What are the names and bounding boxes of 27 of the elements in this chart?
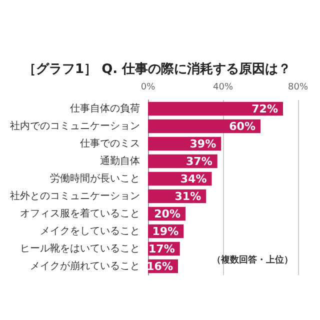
data-label: 31% bbox=[174, 190, 202, 203]
bar bbox=[148, 119, 260, 134]
data-label: 19% bbox=[152, 224, 179, 238]
y-tick-label: 社外とのコミュニケーション bbox=[10, 190, 140, 202]
data-label: 16% bbox=[146, 260, 173, 273]
y-tick-label: メイクをしていること bbox=[40, 226, 140, 237]
y-tick-label: 仕事でのミス bbox=[80, 137, 140, 150]
data-label: 60% bbox=[229, 120, 256, 133]
y-tick-label: ヒール靴をはいていること bbox=[20, 242, 140, 254]
y-tick-label: 通勤自体 bbox=[100, 154, 140, 167]
y-tick-label: 仕事自体の負荷 bbox=[70, 102, 140, 114]
data-label: 20% bbox=[154, 207, 180, 220]
data-label: 39% bbox=[190, 137, 216, 150]
bar bbox=[148, 102, 283, 116]
data-label: 17% bbox=[148, 242, 175, 256]
y-tick-label: 社内でのコミュニケーション bbox=[10, 120, 140, 132]
x-tick-label: 0% bbox=[140, 82, 156, 92]
data-label: 72% bbox=[252, 102, 278, 116]
data-label: 37% bbox=[186, 154, 212, 168]
data-label: 34% bbox=[180, 172, 207, 186]
x-tick-label: 80% bbox=[288, 82, 308, 92]
y-tick-label: 労働時間が長いこと bbox=[50, 172, 140, 184]
y-tick-label: オフィス服を着ていること bbox=[20, 207, 140, 220]
x-tick-label: 40% bbox=[212, 82, 234, 92]
y-tick-label: メイクが崩れていること bbox=[30, 260, 140, 272]
annotation: （複数回答・上位） bbox=[212, 254, 293, 266]
chart-title: ［グラフ1］ Q. 仕事の際に消耗する原因は？ bbox=[23, 61, 292, 77]
